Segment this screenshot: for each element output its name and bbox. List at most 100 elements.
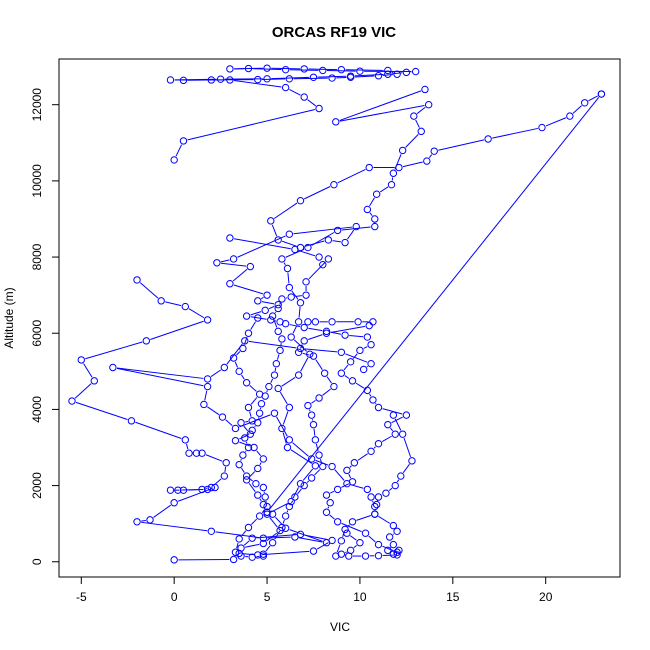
x-tick-label: 15 — [446, 590, 460, 604]
data-point — [389, 521, 398, 530]
data-point — [207, 527, 216, 535]
series-line-segment — [248, 482, 256, 493]
data-point — [220, 363, 229, 372]
data-point — [211, 483, 219, 492]
data-point — [133, 518, 141, 526]
series-line-segment — [345, 353, 368, 363]
data-point — [341, 525, 349, 534]
series-line-segment — [349, 335, 364, 338]
data-point — [263, 75, 271, 83]
data-point — [304, 318, 312, 326]
data-point — [261, 306, 269, 315]
data-point — [237, 544, 245, 552]
data-point — [410, 112, 418, 120]
series-line-segment — [354, 73, 384, 77]
series-line-segment — [322, 388, 331, 396]
data-point — [268, 539, 277, 547]
data-point — [287, 497, 295, 506]
data-point — [309, 352, 318, 360]
data-point — [229, 255, 238, 263]
y-tick-label: 4000 — [30, 396, 44, 423]
series-line-segment — [316, 542, 329, 550]
data-point — [372, 190, 381, 198]
series-line-segment — [282, 519, 285, 524]
y-axis: 0 2000 4000 6000 8000 10000 12000 — [30, 88, 60, 565]
series-line-segment — [357, 453, 368, 461]
x-tick-label: 20 — [539, 590, 553, 604]
data-point — [330, 180, 338, 189]
data-point — [235, 535, 243, 543]
series-line-segment — [236, 542, 239, 549]
series-line-segment — [292, 487, 300, 499]
series-line-segment — [415, 119, 420, 128]
series-line-segment — [350, 535, 357, 541]
data-point — [254, 464, 262, 473]
series-line-segment — [224, 466, 227, 472]
data-point — [270, 409, 279, 417]
data-point — [324, 255, 333, 263]
series-line-segment — [204, 390, 208, 401]
data-point — [393, 548, 401, 556]
data-point — [226, 76, 234, 84]
series-line-segment — [369, 393, 372, 397]
series-line-segment — [341, 483, 349, 488]
data-point — [254, 314, 262, 322]
series-line-segment — [75, 401, 128, 420]
series-line-segment — [175, 144, 183, 157]
series-line-segment — [337, 168, 366, 184]
data-point — [302, 278, 310, 286]
data-point — [384, 70, 392, 78]
data-point — [333, 518, 342, 526]
data-point — [367, 340, 375, 349]
data-point — [244, 64, 253, 73]
data-point — [203, 316, 212, 324]
data-point — [198, 449, 206, 457]
series-line-segment — [261, 78, 286, 80]
data-point — [281, 524, 290, 532]
series-line-segment — [342, 533, 345, 537]
series-9 — [263, 90, 606, 516]
series-line-segment — [402, 463, 410, 473]
series-line-segment — [141, 521, 208, 532]
data-point — [259, 455, 268, 463]
data-point — [361, 552, 370, 560]
data-point — [237, 552, 245, 560]
data-point — [408, 457, 416, 465]
data-point — [296, 299, 305, 307]
series-line-segment — [369, 197, 375, 207]
data-point — [328, 462, 336, 471]
series-line-segment — [267, 536, 291, 539]
series-line-segment — [233, 238, 291, 250]
data-point — [242, 472, 251, 480]
y-tick-label: 2000 — [30, 472, 44, 499]
series-line-segment — [391, 177, 394, 181]
data-point — [300, 93, 308, 101]
y-tick-label: 12000 — [30, 88, 44, 122]
series-line-segment — [249, 478, 253, 482]
series-line-segment — [341, 522, 362, 533]
series-line-segment — [207, 406, 220, 416]
series-line-segment — [234, 67, 263, 70]
series-line-segment — [572, 105, 582, 114]
data-point — [371, 215, 379, 223]
series-line-segment — [274, 311, 277, 314]
data-point — [538, 123, 546, 132]
series-7 — [371, 411, 416, 558]
data-point — [142, 337, 151, 345]
data-point — [371, 510, 379, 518]
data-point — [254, 297, 262, 305]
data-point — [320, 369, 329, 377]
data-point — [285, 403, 294, 412]
series-line-segment — [274, 530, 281, 540]
data-point — [239, 451, 247, 459]
data-point — [391, 430, 399, 438]
series-line-segment — [381, 435, 392, 443]
data-point — [302, 291, 310, 299]
data-point — [328, 318, 336, 326]
x-tick-label: -5 — [76, 590, 87, 604]
series-line-segment — [135, 421, 182, 439]
data-point — [374, 540, 383, 549]
data-point — [304, 401, 312, 410]
series-line-segment — [174, 78, 217, 81]
data-point — [300, 337, 308, 345]
